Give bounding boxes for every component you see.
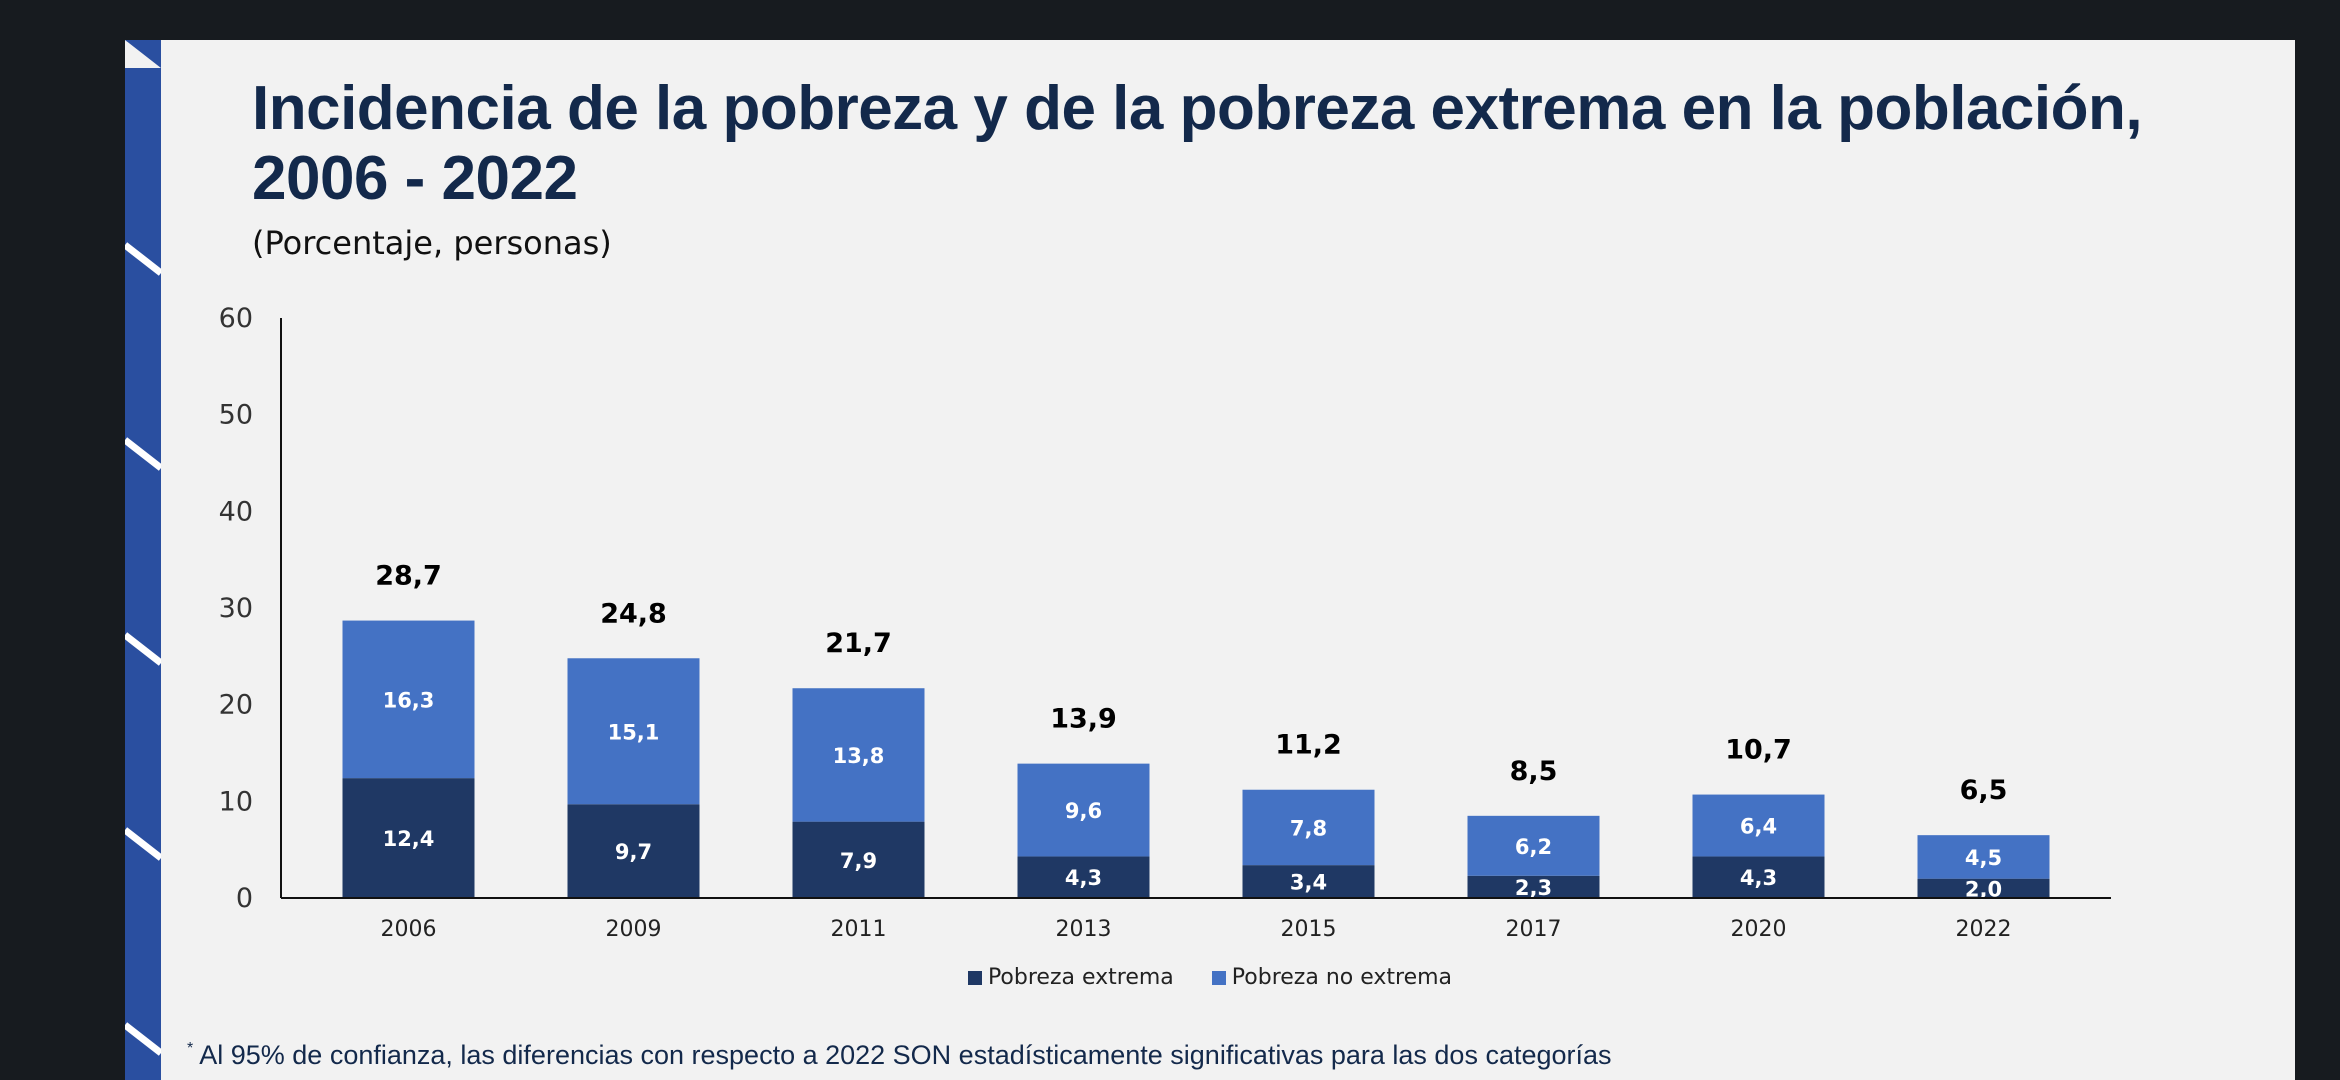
y-axis-ticks: 0 10 20 30 40 50 60 — [219, 303, 253, 914]
footnote: * Al 95% de confianza, las diferencias co… — [187, 1040, 1612, 1071]
legend-swatch-pobreza-no-extrema — [1211, 970, 1226, 985]
legend-label-pobreza-no-extrema: Pobreza no extrema — [1231, 965, 1453, 990]
sidebar-stripe-decoration — [125, 40, 161, 1080]
bar-segment — [1692, 856, 1825, 898]
bar-segment — [1242, 865, 1375, 898]
bar-segment — [1242, 789, 1375, 866]
footnote-text: Al 95% de confianza, las diferencias con… — [199, 1040, 1612, 1070]
bar-segment-label: 4,5 — [1965, 846, 2002, 870]
legend-swatch-pobreza-extrema — [967, 970, 982, 985]
bar-total-label: 8,5 — [1510, 756, 1558, 787]
bar-segment — [342, 620, 475, 779]
bar-segment — [567, 658, 700, 805]
bar-total-label: 11,2 — [1275, 730, 1342, 761]
y-tick-label: 20 — [219, 690, 253, 721]
x-tick-label: 2015 — [1281, 917, 1337, 942]
bar-segment — [792, 821, 925, 898]
y-tick-label: 60 — [219, 303, 253, 334]
bar-segment-label: 7,8 — [1290, 816, 1327, 840]
legend-item-pobreza-no-extrema: Pobreza no extrema — [1211, 965, 1453, 990]
y-tick-label: 10 — [219, 786, 253, 817]
bar-segment — [1917, 878, 2050, 898]
bar-segment — [567, 804, 700, 898]
bar-segment — [792, 688, 925, 822]
bar-segment-label: 9,7 — [615, 840, 652, 864]
bar-segment — [1467, 875, 1600, 898]
page-title: Incidencia de la pobreza y de la pobreza… — [252, 74, 2143, 213]
slide: Incidencia de la pobreza y de la pobreza… — [125, 40, 2295, 1080]
x-tick-label: 2017 — [1506, 917, 1562, 942]
chart-subtitle: (Porcentaje, personas) — [252, 224, 612, 262]
bar-segment-label: 6,2 — [1515, 835, 1552, 859]
x-tick-label: 2006 — [381, 917, 437, 942]
bar-segment — [342, 778, 475, 898]
y-tick-label: 50 — [219, 400, 253, 431]
bar-segment-label: 2,3 — [1515, 876, 1552, 900]
bar-segment-label: 6,4 — [1740, 815, 1777, 839]
bar-total-label: 13,9 — [1050, 704, 1117, 735]
bar-segment-label: 3,4 — [1290, 871, 1327, 895]
x-tick-label: 2013 — [1056, 917, 1112, 942]
poverty-stacked-bar-chart: 0 10 20 30 40 50 60 12,4 16,3 28,7 9,7 15,1 24,8 7,9… — [219, 303, 2111, 942]
bar-segment — [1692, 794, 1825, 857]
bar-segment-label: 4,3 — [1740, 866, 1777, 890]
x-tick-label: 2020 — [1731, 917, 1787, 942]
legend-item-pobreza-extrema: Pobreza extrema — [967, 965, 1174, 990]
bar-total-label: 21,7 — [825, 628, 892, 659]
bar-total-label: 10,7 — [1725, 735, 1792, 766]
x-tick-label: 2009 — [606, 917, 662, 942]
bar-segment-label: 12,4 — [383, 827, 435, 851]
x-tick-label: 2022 — [1956, 917, 2012, 942]
legend-label-pobreza-extrema: Pobreza extrema — [987, 965, 1174, 990]
bar-segment — [1467, 815, 1600, 876]
bar-total-label: 6,5 — [1960, 775, 2008, 806]
chart-legend: Pobreza extrema Pobreza no extrema — [125, 965, 2295, 990]
bar-segment-label: 16,3 — [383, 688, 435, 712]
y-tick-label: 40 — [219, 496, 253, 527]
bar-segment-label: 9,6 — [1065, 799, 1102, 823]
y-tick-label: 30 — [219, 593, 253, 624]
footnote-marker: * — [187, 1040, 194, 1057]
bar-segment-label: 4,3 — [1065, 866, 1102, 890]
bar-total-label: 24,8 — [600, 598, 667, 629]
bars: 12,4 16,3 28,7 9,7 15,1 24,8 7,9 13,8 21,7 4,3 9,6… — [342, 561, 2050, 901]
bar-segment — [1017, 856, 1150, 898]
bar-segment-label: 13,8 — [833, 744, 885, 768]
x-axis-labels: 2006 2009 2011 2013 2015 2017 2020 2022 — [381, 917, 2012, 942]
y-tick-label: 0 — [236, 883, 253, 914]
bar-segment — [1017, 763, 1150, 857]
bar-total-label: 28,7 — [375, 561, 442, 592]
bar-segment — [1917, 835, 2050, 879]
bar-segment-label: 7,9 — [840, 849, 877, 873]
x-tick-label: 2011 — [831, 917, 887, 942]
bar-segment-label: 15,1 — [608, 720, 660, 744]
